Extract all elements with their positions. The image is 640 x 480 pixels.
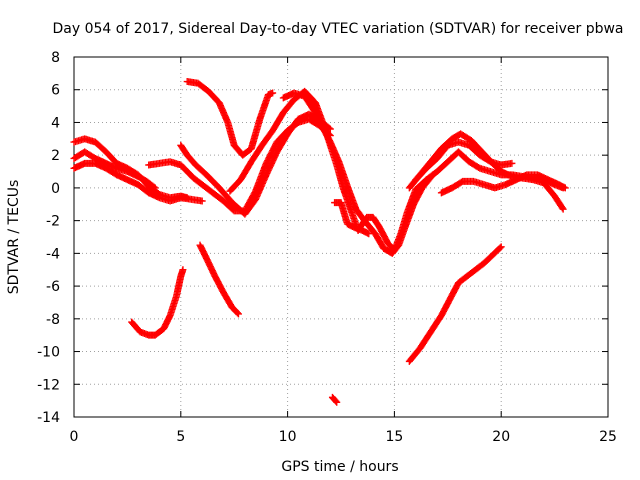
series-arc-8: [279, 89, 437, 257]
data-point: [198, 197, 206, 205]
x-tick-label: 25: [599, 429, 617, 445]
data-point: [332, 397, 340, 405]
plot-frame: [73, 56, 609, 418]
data-point: [497, 243, 505, 251]
chart-title: Day 054 of 2017, Sidereal Day-to-day VTE…: [52, 21, 623, 37]
x-tick-label: 5: [176, 429, 185, 445]
data-point: [365, 230, 373, 238]
series-arc-3: [70, 159, 206, 205]
x-tick-label: 0: [70, 429, 79, 445]
series-arc-11: [405, 130, 567, 213]
y-tick-label: 4: [51, 115, 60, 131]
data-point: [269, 89, 277, 97]
y-tick-label: 0: [51, 181, 60, 197]
series-arc-16: [405, 243, 505, 365]
y-tick-label: -2: [46, 214, 60, 230]
series-arc-9: [331, 199, 373, 238]
series-arc-2: [70, 135, 191, 202]
series-arc-7: [226, 87, 430, 254]
data-point: [561, 184, 569, 192]
axis-ticks: [73, 56, 609, 418]
series-arc-17: [328, 393, 341, 406]
data-point: [558, 204, 566, 212]
x-tick-label: 15: [385, 429, 403, 445]
data-point: [508, 159, 516, 167]
y-tick-label: -10: [37, 345, 60, 361]
series-arc-6: [183, 78, 277, 159]
y-tick-label: -12: [37, 377, 60, 393]
y-tick-label: 2: [51, 148, 60, 164]
data-points: [70, 78, 569, 406]
data-point: [496, 244, 504, 252]
x-tick-label: 10: [279, 429, 297, 445]
data-point: [333, 398, 341, 406]
series-arc-14: [128, 266, 187, 339]
axis-tick-labels: 0 5 10 15 20 25 -14 -12 -10 -8 -6 -4 -2 0 2 4 6 8: [37, 50, 617, 445]
data-point: [179, 266, 187, 274]
data-point: [233, 309, 241, 317]
y-tick-label: -4: [46, 246, 60, 262]
y-axis-label: SDTVAR / TECUs: [6, 180, 22, 295]
y-tick-label: -8: [46, 312, 60, 328]
grid-lines: [74, 57, 608, 417]
data-point: [559, 205, 567, 213]
y-tick-label: 6: [51, 83, 60, 99]
y-tick-label: -6: [46, 279, 60, 295]
series-arc-13: [437, 171, 569, 197]
data-point: [234, 310, 242, 318]
series-arc-15: [196, 241, 242, 318]
series-arc-4: [145, 115, 334, 215]
y-tick-label: 8: [51, 50, 60, 66]
x-axis-label: GPS time / hours: [281, 459, 398, 475]
x-tick-label: 20: [492, 429, 510, 445]
y-tick-label: -14: [37, 410, 60, 426]
